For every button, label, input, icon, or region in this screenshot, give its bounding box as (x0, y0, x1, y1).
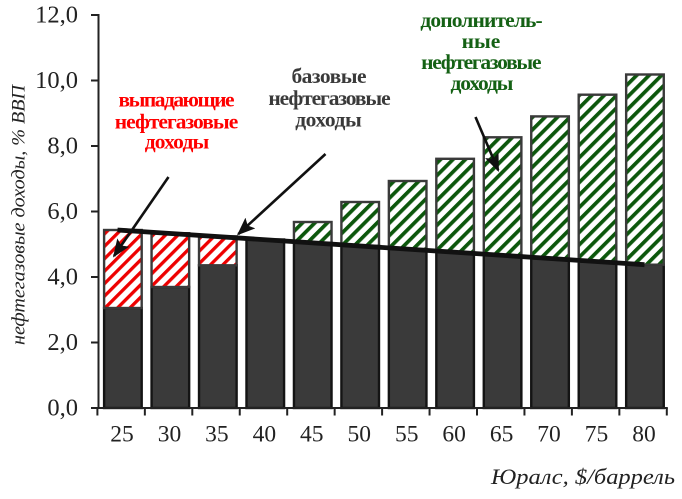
svg-text:ные: ные (462, 29, 501, 53)
svg-text:45: 45 (300, 422, 324, 448)
svg-text:выпадающие: выпадающие (119, 87, 235, 111)
svg-text:нефтегазовые доходы, % ВВП: нефтегазовые доходы, % ВВП (9, 84, 30, 345)
svg-text:доходы: доходы (451, 71, 514, 95)
svg-text:доходы: доходы (145, 130, 210, 154)
svg-text:12,0: 12,0 (35, 2, 78, 29)
svg-text:0,0: 0,0 (47, 395, 78, 422)
svg-text:нефтегазовые: нефтегазовые (421, 50, 541, 74)
svg-text:8,0: 8,0 (47, 133, 78, 160)
svg-text:65: 65 (490, 422, 514, 448)
svg-text:80: 80 (632, 422, 656, 448)
svg-text:6,0: 6,0 (47, 198, 78, 225)
svg-text:30: 30 (158, 422, 182, 448)
svg-text:нефтегазовые: нефтегазовые (268, 86, 390, 110)
svg-text:50: 50 (348, 422, 372, 448)
svg-text:25: 25 (110, 422, 134, 448)
svg-text:нефтегазовые: нефтегазовые (115, 109, 239, 133)
svg-text:75: 75 (585, 422, 609, 448)
svg-text:базовые: базовые (291, 64, 366, 88)
svg-text:55: 55 (395, 422, 419, 448)
svg-text:4,0: 4,0 (47, 264, 78, 291)
svg-text:70: 70 (537, 422, 561, 448)
svg-text:40: 40 (253, 422, 277, 448)
svg-text:доходы: доходы (295, 108, 362, 132)
svg-text:Юралс, $/баррель: Юралс, $/баррель (490, 464, 675, 489)
svg-text:2,0: 2,0 (47, 329, 78, 356)
svg-text:60: 60 (442, 422, 466, 448)
svg-text:35: 35 (205, 422, 229, 448)
svg-text:10,0: 10,0 (35, 67, 78, 94)
svg-text:дополнитель-: дополнитель- (420, 8, 542, 32)
